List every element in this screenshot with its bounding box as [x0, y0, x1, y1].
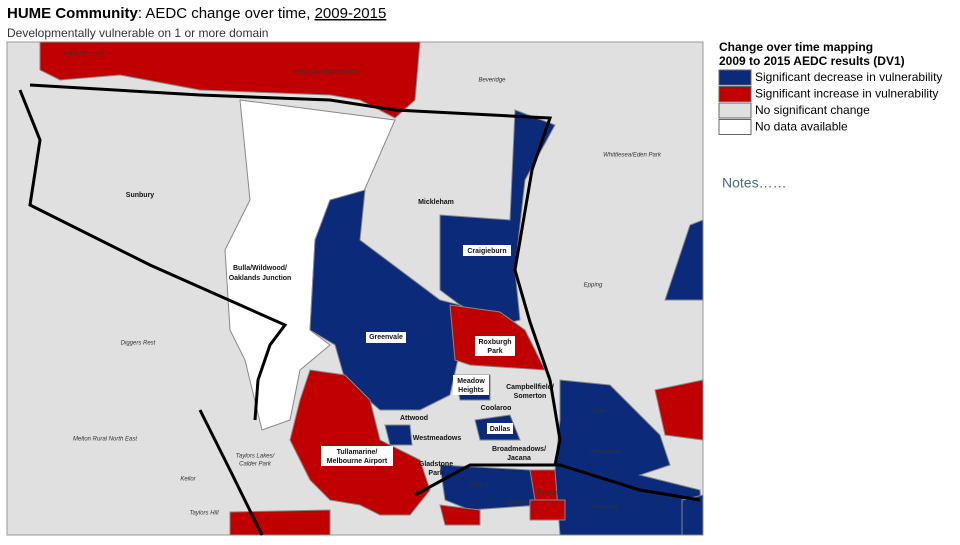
legend-label: No significant change — [755, 103, 870, 117]
label-bg — [487, 423, 513, 434]
map-label: Dallas — [490, 426, 511, 433]
map-label: Diggers Rest — [121, 341, 156, 347]
label-bg — [463, 245, 511, 256]
region-decrease — [384, 424, 413, 446]
map-label: Romsey/Darraweit/Guim — [292, 70, 357, 76]
legend-title: Change over time mapping — [719, 40, 873, 54]
subtitle: Developmentally vulnerable on 1 or more … — [7, 26, 268, 40]
map-label: Somerton — [514, 393, 547, 400]
map-label: Taylors Hill — [189, 511, 219, 517]
title-rest: : AEDC change over time, — [138, 5, 315, 22]
map-label: Meadow — [457, 378, 485, 385]
label-bg — [475, 336, 515, 356]
map-label: Keilor — [180, 477, 196, 483]
map-label: Park — [428, 470, 443, 477]
legend-label: Significant decrease in vulnerability — [755, 70, 942, 84]
map-label: Roxburgh — [478, 339, 511, 346]
region-increase — [39, 41, 421, 119]
map-label: Hadfield — [506, 501, 529, 507]
title-bold: HUME Community — [7, 5, 138, 22]
map-label: Calder Park — [239, 462, 272, 468]
region-increase — [529, 499, 566, 521]
map-label: Heights — [458, 387, 484, 394]
map-label: Sunbury — [126, 192, 154, 199]
map-labels: Sunbury Mickleham Craigieburn Bulla/Wild… — [65, 52, 661, 517]
map-label: Bulla/Wildwood/ — [233, 265, 287, 272]
map-label: Craigieburn — [467, 248, 506, 255]
map-label: Park — [487, 348, 502, 355]
map-label: Mickleham — [418, 199, 454, 206]
region-decrease — [681, 494, 704, 536]
map-label: Lalor — [593, 409, 607, 415]
legend-title: 2009 to 2015 AEDC results (DV1) — [719, 54, 905, 68]
map-label: Beveridge — [478, 78, 506, 84]
map-label: Broadmeadows/ — [492, 446, 546, 453]
title: HUME Community: AEDC change over time, 2… — [7, 5, 386, 22]
map-label: Epping — [584, 283, 603, 289]
legend-label: Significant increase in vulnerability — [755, 87, 938, 101]
map-label: Coolaroo — [481, 405, 512, 412]
region-decrease — [309, 189, 461, 411]
legend: Change over time mapping 2009 to 2015 AE… — [718, 40, 942, 135]
region-increase — [289, 369, 431, 516]
legend-swatch — [718, 119, 752, 135]
label-bg — [366, 332, 406, 343]
map-label: Westmeadows — [413, 435, 462, 442]
map-label: Attwood — [400, 415, 428, 422]
map-label: Glenroy — [468, 483, 490, 489]
legend-label: No data available — [755, 120, 848, 134]
region-increase — [439, 504, 481, 526]
map-label: Gladstone — [419, 461, 453, 468]
map-label: Fawkner — [537, 491, 561, 497]
map-label: Reservoir — [592, 505, 619, 511]
map-label: Thomastown — [588, 450, 623, 456]
lga-boundary — [18, 83, 701, 536]
map-label: Whittlesea/Eden Park — [603, 153, 662, 159]
map-label: Melbourne Airport — [327, 458, 388, 465]
legend-swatch — [718, 69, 752, 86]
title-years: 2009-2015 — [315, 5, 387, 22]
map-label: Tullamarine/ — [337, 449, 378, 456]
map-label: Jacana — [507, 455, 531, 462]
region-decrease — [664, 219, 704, 301]
map-label: Greenvale — [369, 334, 403, 341]
region-decrease — [439, 464, 541, 511]
map-label: Melton Rural North East — [73, 437, 137, 443]
region-increase — [229, 509, 331, 536]
map-label: Riddells Creek — [65, 52, 105, 58]
map-label: Campbellfield/ — [506, 384, 554, 391]
map-label: Oaklands Junction — [229, 275, 292, 282]
label-bg — [321, 446, 393, 466]
legend-items: Significant decrease in vulnerability Sig… — [718, 69, 942, 135]
label-bg — [453, 375, 489, 395]
notes: Notes…… — [722, 175, 787, 191]
map-label: Taylors Lakes/ — [236, 454, 276, 460]
region-increase — [654, 379, 704, 441]
legend-swatch — [718, 102, 752, 119]
legend-swatch — [718, 86, 752, 102]
